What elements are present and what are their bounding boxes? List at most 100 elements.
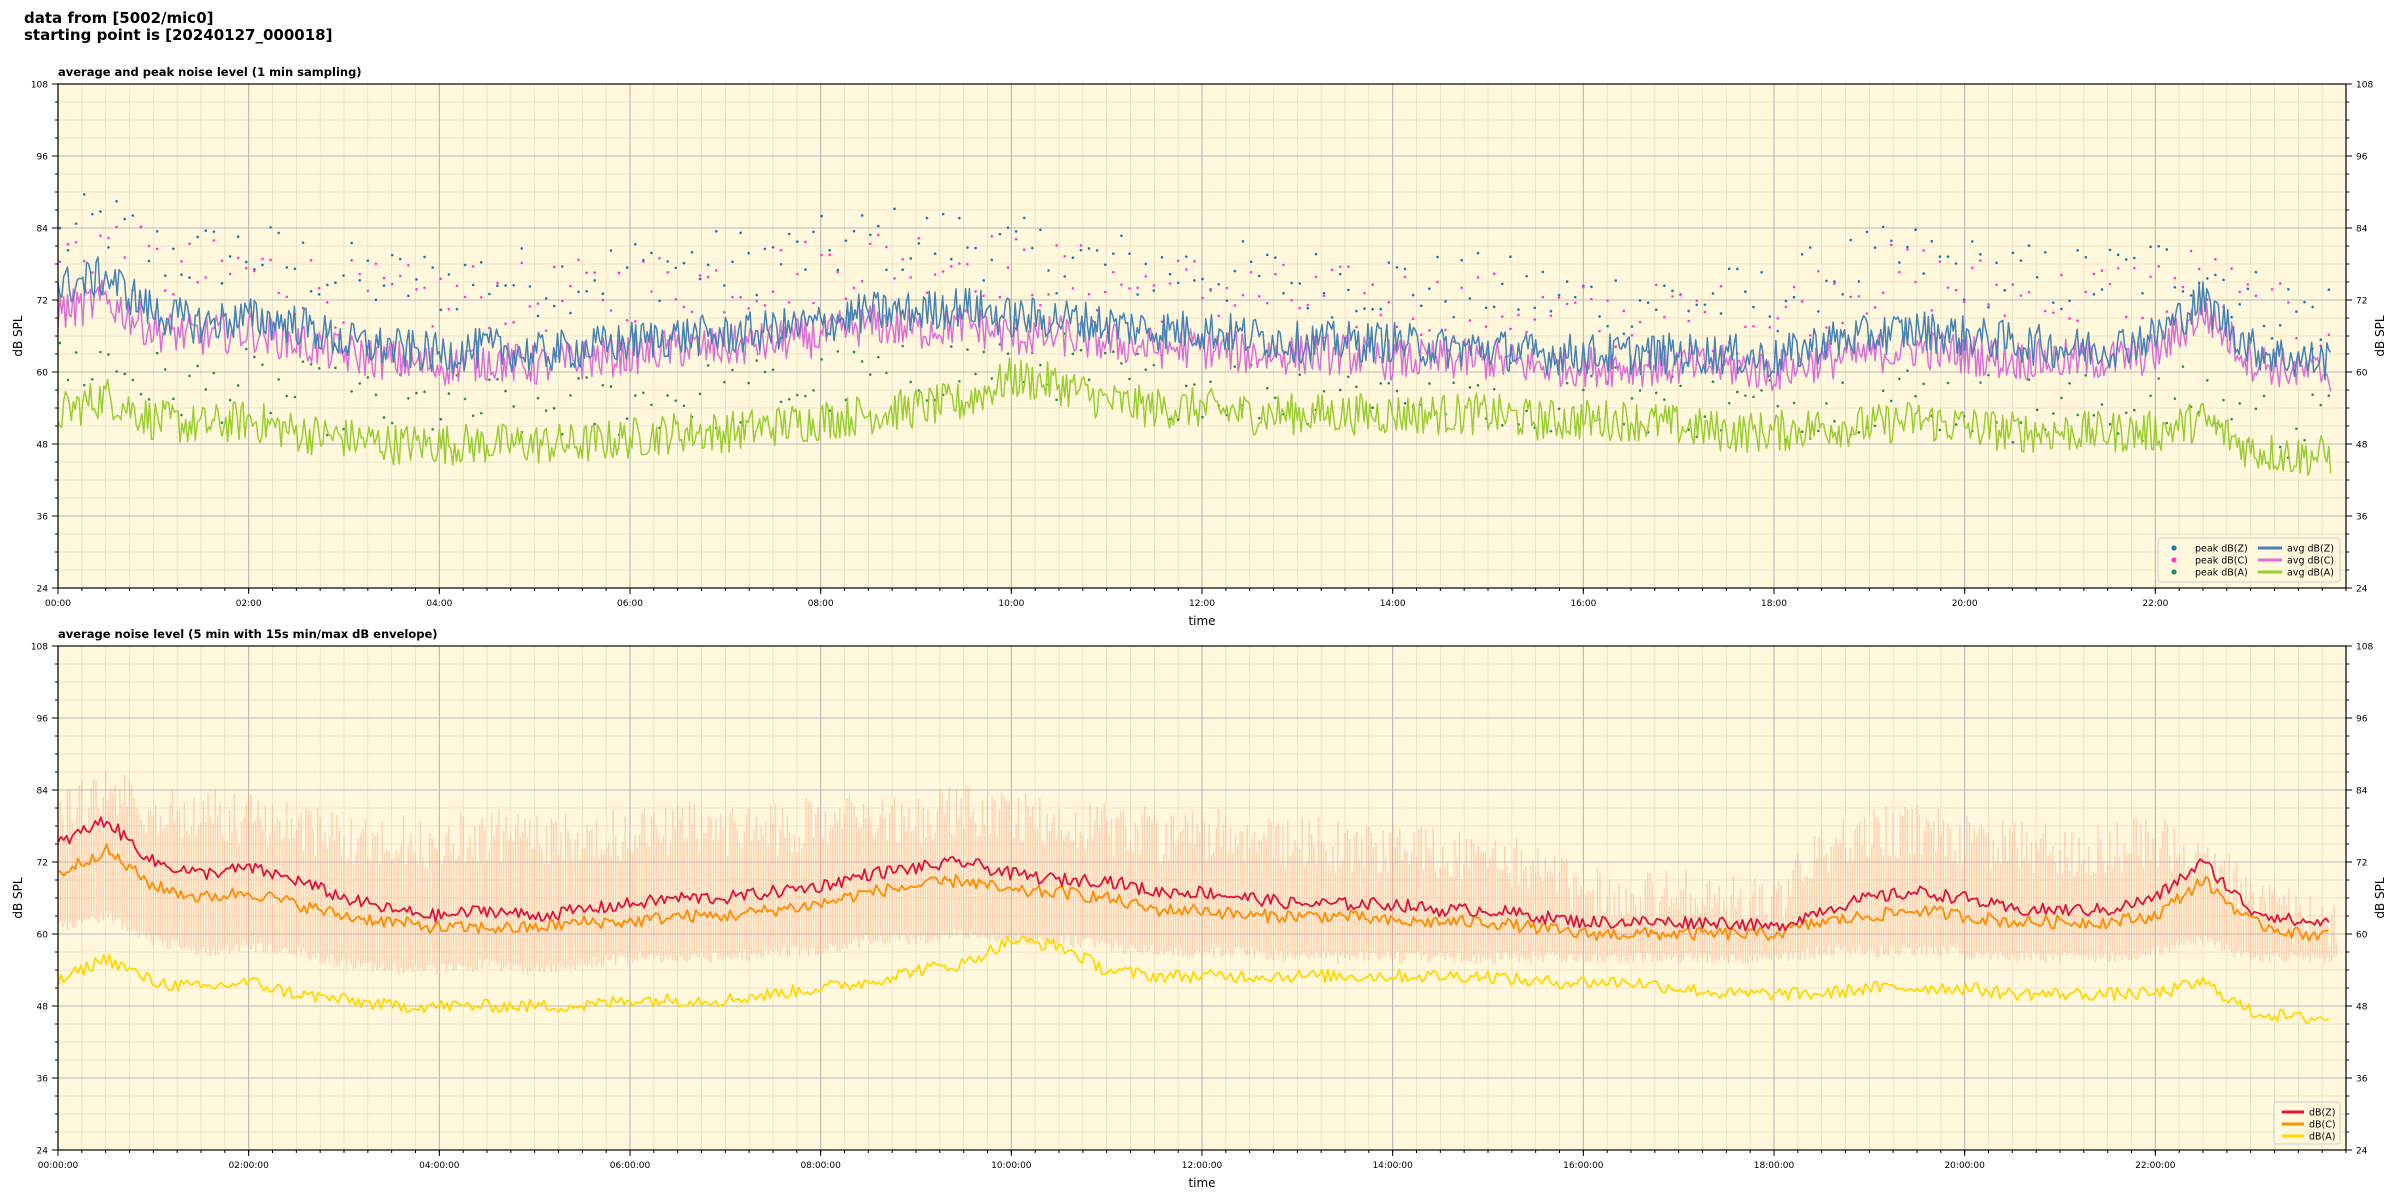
peak-point — [2068, 381, 2071, 385]
peak-point — [1881, 389, 1885, 393]
peak-point — [1395, 389, 1399, 393]
peak-point — [2319, 403, 2323, 407]
peak-point — [966, 348, 969, 351]
peak-point — [1979, 259, 1982, 262]
peak-point — [1338, 272, 1342, 276]
peak-point — [1622, 309, 1626, 313]
x-tick-label: 16:00:00 — [1563, 1161, 1604, 1171]
peak-point — [1022, 216, 1026, 220]
peak-point — [1808, 334, 1812, 337]
peak-point — [1428, 287, 1431, 291]
peak-point — [771, 245, 775, 249]
peak-point — [350, 390, 353, 393]
peak-point — [471, 265, 475, 268]
peak-point — [1565, 381, 1569, 385]
peak-point — [1671, 289, 1674, 293]
peak-point — [1654, 283, 1658, 287]
peak-point — [998, 295, 1002, 299]
peak-point — [236, 256, 240, 260]
peak-point — [1282, 263, 1285, 267]
peak-point — [1298, 306, 1302, 310]
peak-point — [1249, 270, 1253, 274]
peak-point — [1136, 293, 1139, 296]
peak-point — [147, 244, 151, 248]
peak-point — [2076, 413, 2079, 417]
peak-point — [723, 284, 726, 287]
peak-point — [1452, 381, 1455, 385]
peak-point — [1209, 380, 1212, 384]
peak-point — [366, 259, 370, 263]
peak-point — [893, 207, 896, 211]
series-line-db-a — [57, 935, 2330, 1024]
peak-point — [1014, 237, 1018, 241]
peak-point — [1322, 294, 1326, 298]
peak-point — [1266, 253, 1269, 257]
peak-point — [1112, 270, 1115, 274]
peak-point — [1663, 315, 1666, 319]
peak-point — [163, 274, 167, 277]
peak-point — [1525, 409, 1528, 413]
peak-point — [617, 271, 621, 275]
y-tick-label-left: 84 — [37, 787, 49, 797]
peak-point — [1735, 390, 1739, 394]
peak-point — [747, 307, 750, 310]
peak-point — [1817, 429, 1820, 433]
peak-point — [139, 225, 143, 229]
peak-point — [2303, 300, 2306, 304]
peak-point — [1120, 283, 1123, 286]
peak-point — [1914, 280, 1917, 284]
peak-point — [852, 286, 856, 290]
legend-label: avg dB(A) — [2287, 568, 2334, 579]
legend-label: avg dB(C) — [2287, 556, 2334, 567]
peak-point — [244, 347, 248, 351]
peak-point — [2092, 414, 2096, 417]
peak-point — [2173, 276, 2177, 280]
series-peak-db-z- — [58, 193, 2331, 342]
peak-point — [836, 270, 840, 274]
peak-point — [2214, 273, 2217, 277]
peak-point — [479, 261, 483, 264]
legend-label: dB(C) — [2309, 1120, 2336, 1131]
peak-point — [1428, 382, 1431, 385]
peak-point — [1970, 266, 1974, 270]
peak-point — [91, 377, 94, 381]
peak-point — [1144, 262, 1148, 266]
peak-point — [958, 262, 961, 265]
peak-point — [228, 398, 232, 402]
peak-point — [982, 279, 985, 282]
peak-point — [2011, 283, 2015, 286]
peak-point — [1476, 384, 1480, 387]
peak-point — [1703, 303, 1707, 307]
peak-point — [1209, 289, 1212, 292]
peak-point — [1711, 380, 1715, 383]
peak-point — [2052, 311, 2055, 314]
peak-point — [496, 281, 499, 285]
peak-point — [455, 307, 459, 311]
y-tick-label-right: 24 — [2356, 585, 2368, 595]
peak-point — [2165, 310, 2169, 313]
peak-point — [966, 246, 969, 249]
peak-point — [269, 258, 272, 262]
peak-point — [1614, 345, 1618, 349]
peak-point — [1371, 307, 1374, 311]
peak-point — [1760, 389, 1763, 392]
x-axis-label: time — [1188, 1176, 1215, 1190]
legend-label: dB(Z) — [2309, 1108, 2335, 1119]
peak-point — [917, 242, 921, 245]
peak-point — [1889, 243, 1893, 247]
peak-point — [504, 389, 507, 393]
peak-point — [544, 329, 548, 332]
peak-point — [1071, 256, 1075, 259]
peak-point — [1128, 252, 1131, 256]
y-tick-label-right: 60 — [2356, 931, 2368, 941]
peak-point — [2181, 290, 2185, 293]
peak-point — [2060, 273, 2063, 277]
peak-point — [196, 364, 199, 368]
peak-point — [1087, 292, 1091, 296]
peak-point — [1330, 268, 1334, 272]
peak-point — [407, 263, 410, 267]
peak-point — [2141, 292, 2144, 295]
peak-point — [374, 298, 378, 302]
peak-point — [2327, 394, 2331, 398]
peak-point — [2043, 250, 2047, 254]
